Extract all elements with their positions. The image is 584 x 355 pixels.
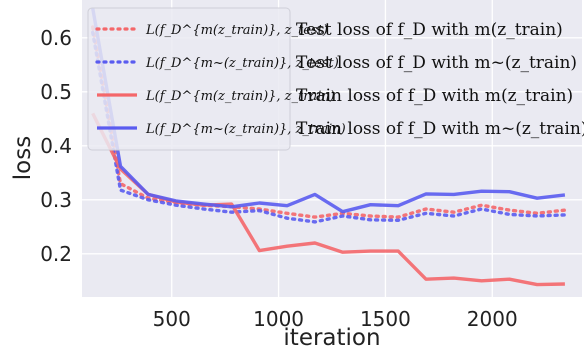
x-tick-label: 500 [153, 307, 191, 331]
y-tick-label: 0.6 [40, 26, 72, 50]
y-tick-label: 0.4 [40, 134, 72, 158]
legend-description: Test loss of f_D with m(z_train) [296, 20, 563, 40]
y-tick-label: 0.3 [40, 188, 72, 212]
legend-description: Train loss of f_D with m(z_train) [296, 86, 573, 106]
legend-label: L(f_D^{m(z_train)}, z_train) [145, 89, 335, 104]
legend-label: L(f_D^{m~(z_train)}, z_train) [145, 122, 346, 137]
series-line-1 [90, 30, 567, 224]
series-line-0 [90, 25, 567, 219]
legend-description: Train loss of f_D with m~(z_train) [296, 119, 584, 139]
x-tick-label: 1500 [360, 307, 411, 331]
legend-description: Test loss of f_D with m~(z_train) [296, 53, 577, 73]
legend: L(f_D^{m(z_train)}, z_test)Test loss of … [87, 7, 584, 151]
x-axis-label: iteration [283, 325, 380, 351]
x-tick-label: 1000 [253, 307, 304, 331]
y-tick-label: 0.5 [40, 80, 72, 104]
legend-label: L(f_D^{m(z_train)}, z_test) [145, 23, 328, 38]
tick-labels: 500 1000 1500 2000 0.2 0.3 0.4 0.5 0.6 [40, 26, 518, 331]
series-lines [90, 7, 567, 287]
y-tick-label: 0.2 [40, 242, 72, 266]
y-axis-label: loss [10, 136, 36, 180]
series-line-3 [91, 7, 566, 214]
x-tick-label: 2000 [467, 307, 518, 331]
legend-label: L(f_D^{m~(z_train)}, z_test) [145, 56, 339, 71]
legend-box [87, 7, 291, 151]
